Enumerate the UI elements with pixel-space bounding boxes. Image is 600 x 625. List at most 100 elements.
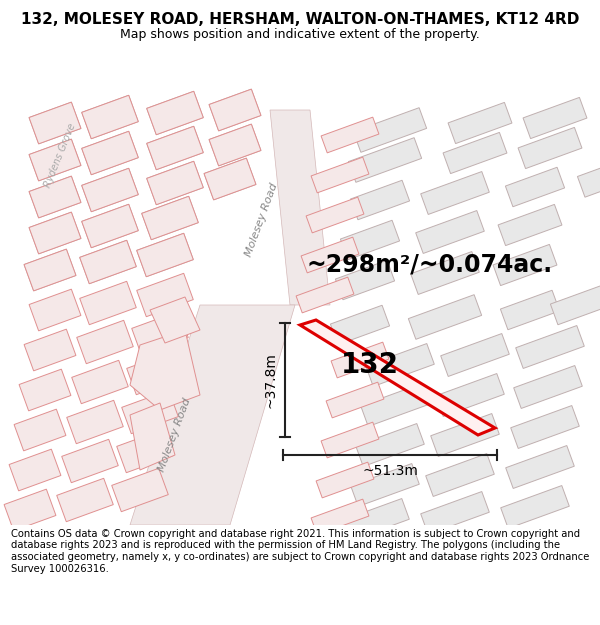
Polygon shape [112,468,168,512]
Polygon shape [493,244,557,286]
Text: Molesey Road: Molesey Road [244,182,280,258]
Polygon shape [150,297,200,343]
Polygon shape [361,384,430,426]
Text: 132: 132 [341,351,399,379]
Polygon shape [296,277,354,313]
Polygon shape [270,110,330,305]
Polygon shape [409,295,482,339]
Polygon shape [321,117,379,153]
Polygon shape [147,91,203,135]
Polygon shape [523,98,587,139]
Polygon shape [137,233,193,277]
Polygon shape [301,237,359,273]
Polygon shape [29,176,81,218]
Polygon shape [311,157,369,193]
Polygon shape [353,107,427,152]
Polygon shape [127,351,183,395]
Polygon shape [498,204,562,246]
Polygon shape [209,89,261,131]
Polygon shape [29,102,81,144]
Polygon shape [577,163,600,197]
Polygon shape [117,429,173,472]
Polygon shape [340,220,400,260]
Polygon shape [436,374,505,416]
Polygon shape [29,102,81,144]
Polygon shape [14,409,66,451]
Polygon shape [80,240,136,284]
Polygon shape [209,89,261,131]
Polygon shape [130,403,175,470]
Polygon shape [82,204,138,248]
Polygon shape [80,240,136,284]
Polygon shape [62,439,118,483]
Polygon shape [350,464,419,506]
Text: ~37.8m: ~37.8m [264,352,278,408]
Polygon shape [82,131,138,175]
Polygon shape [326,382,384,418]
Polygon shape [204,158,256,200]
Polygon shape [19,369,71,411]
Polygon shape [421,491,490,534]
Polygon shape [137,273,193,317]
Polygon shape [80,281,136,325]
Polygon shape [311,499,369,535]
Polygon shape [142,196,198,240]
Polygon shape [29,212,81,254]
Polygon shape [147,126,203,170]
Polygon shape [122,390,178,434]
Polygon shape [204,158,256,200]
Polygon shape [147,91,203,135]
Polygon shape [500,290,560,330]
Polygon shape [147,126,203,170]
Text: Map shows position and indicative extent of the property.: Map shows position and indicative extent… [120,28,480,41]
Polygon shape [77,320,133,364]
Polygon shape [321,422,379,458]
Polygon shape [4,489,56,531]
Polygon shape [421,171,490,214]
Polygon shape [82,95,138,139]
Text: ~298m²/~0.074ac.: ~298m²/~0.074ac. [307,253,553,277]
Polygon shape [147,161,203,205]
Polygon shape [331,305,389,345]
Polygon shape [24,329,76,371]
Polygon shape [82,204,138,248]
Polygon shape [425,454,494,496]
Polygon shape [550,285,600,325]
Polygon shape [515,326,584,369]
Polygon shape [29,289,81,331]
Polygon shape [130,330,200,410]
Polygon shape [316,462,374,498]
Polygon shape [82,168,138,212]
Polygon shape [518,127,582,169]
Polygon shape [82,168,138,212]
Polygon shape [57,478,113,522]
Polygon shape [443,132,507,174]
Polygon shape [300,320,495,435]
Polygon shape [500,486,569,529]
Polygon shape [440,334,509,376]
Polygon shape [72,360,128,404]
Polygon shape [331,342,389,378]
Polygon shape [335,260,395,300]
Polygon shape [349,138,422,182]
Polygon shape [24,249,76,291]
Text: Contains OS data © Crown copyright and database right 2021. This information is : Contains OS data © Crown copyright and d… [11,529,589,574]
Polygon shape [137,233,193,277]
Polygon shape [29,139,81,181]
Polygon shape [209,124,261,166]
Text: ~51.3m: ~51.3m [362,464,418,478]
Polygon shape [9,449,61,491]
Polygon shape [147,161,203,205]
Polygon shape [82,131,138,175]
Polygon shape [356,424,424,466]
Polygon shape [24,249,76,291]
Polygon shape [365,344,434,386]
Polygon shape [506,446,574,489]
Polygon shape [209,124,261,166]
Polygon shape [511,406,580,449]
Polygon shape [67,400,123,444]
Polygon shape [350,180,410,220]
Polygon shape [130,305,295,525]
Polygon shape [448,102,512,144]
Polygon shape [514,366,583,409]
